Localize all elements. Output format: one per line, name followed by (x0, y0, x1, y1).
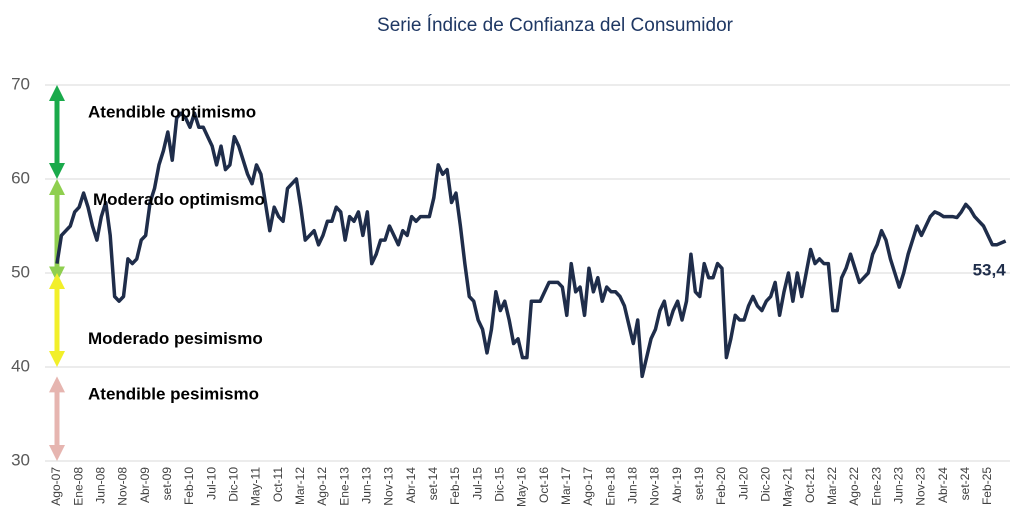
zone-label: Moderado pesimismo (88, 329, 263, 348)
y-tick-label: 30 (11, 450, 30, 469)
x-tick-label: Feb-15 (448, 467, 462, 505)
x-tick-label: Jul-10 (204, 467, 218, 500)
x-tick-label: Feb-10 (182, 467, 196, 505)
x-tick-label: Mar-17 (559, 467, 573, 505)
x-tick-label: Jul-15 (470, 467, 484, 500)
x-tick-label: set-24 (958, 467, 972, 501)
x-tick-label: Nov-18 (648, 467, 662, 506)
x-tick-label: Feb-25 (980, 467, 994, 505)
x-tick-label: Jul-20 (736, 467, 750, 500)
zone-label: Moderado optimismo (93, 190, 265, 209)
chart-title: Serie Índice de Confianza del Consumidor (377, 15, 734, 36)
x-tick-label: set-09 (160, 467, 174, 501)
x-tick-label: Mar-12 (293, 467, 307, 505)
x-tick-label: Ene-23 (869, 467, 883, 506)
x-tick-label: Dic-15 (492, 467, 506, 502)
y-tick-label: 70 (11, 74, 30, 93)
x-tick-label: Ene-18 (603, 467, 617, 506)
x-tick-label: May-16 (515, 467, 529, 507)
x-tick-label: Ago-12 (315, 467, 329, 506)
y-tick-label: 50 (11, 262, 30, 281)
x-tick-label: Jun-18 (625, 467, 639, 504)
x-tick-label: Jun-13 (359, 467, 373, 504)
data-label: 53,4 (973, 261, 1007, 280)
x-tick-label: set-14 (426, 467, 440, 501)
x-tick-label: Jun-08 (94, 467, 108, 504)
x-tick-label: Dic-10 (226, 467, 240, 502)
x-tick-label: May-11 (249, 467, 263, 506)
x-tick-label: set-19 (692, 467, 706, 501)
x-tick-label: Oct-21 (803, 467, 817, 503)
x-tick-label: Dic-20 (758, 467, 772, 502)
x-tick-label: Nov-23 (914, 467, 928, 506)
x-tick-label: Mar-22 (825, 467, 839, 505)
x-tick-label: Abr-14 (404, 467, 418, 503)
x-tick-label: Feb-20 (714, 467, 728, 505)
x-tick-label: Ago-17 (581, 467, 595, 506)
x-tick-label: May-21 (781, 467, 795, 507)
zone-label: Atendible optimismo (88, 103, 256, 122)
x-tick-label: Oct-16 (537, 467, 551, 503)
x-tick-label: Nov-08 (116, 467, 130, 506)
x-tick-label: Abr-09 (138, 467, 152, 503)
x-tick-label: Ene-13 (337, 467, 351, 506)
x-tick-label: Abr-19 (670, 467, 684, 503)
x-tick-label: Abr-24 (936, 467, 950, 503)
y-tick-label: 40 (11, 356, 30, 375)
zone-label: Atendible pesimismo (88, 385, 259, 404)
x-tick-label: Oct-11 (271, 467, 285, 502)
data-line (55, 111, 1007, 379)
y-tick-label: 60 (11, 168, 30, 187)
x-tick-label: Nov-13 (382, 467, 396, 506)
x-tick-label: Ago-07 (49, 467, 63, 506)
x-tick-label: Ago-22 (847, 467, 861, 506)
x-tick-label: Jun-23 (891, 467, 905, 504)
x-tick-label: Ene-08 (71, 467, 85, 506)
